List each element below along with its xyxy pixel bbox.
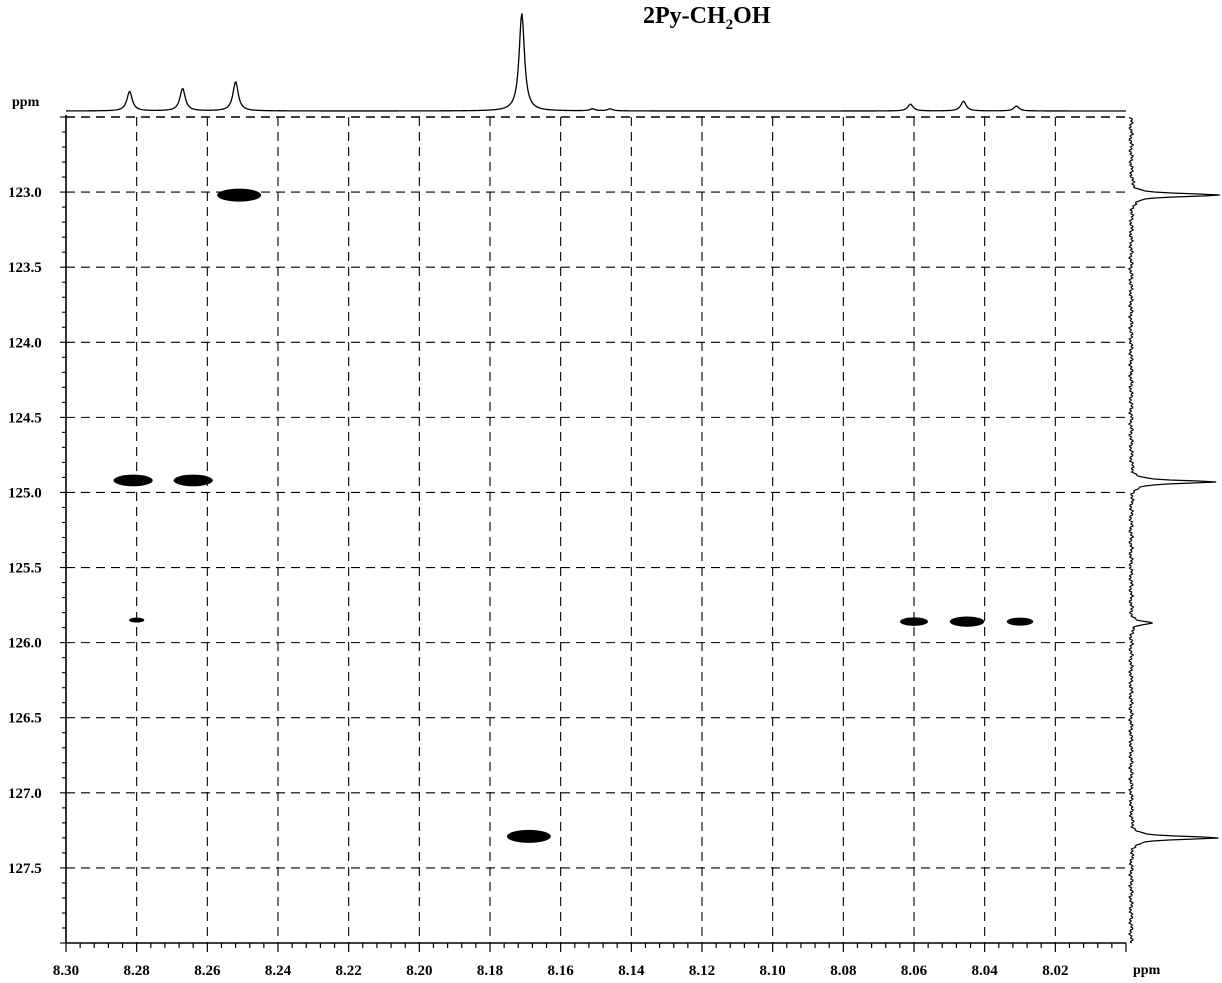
y-unit-label: ppm — [12, 95, 40, 110]
y-tick-label: 127.5 — [8, 861, 42, 877]
x-tick-label: 8.06 — [901, 963, 928, 979]
y-tick-label: 123.5 — [8, 260, 42, 276]
side-projection — [1127, 116, 1220, 944]
cross-peak — [506, 829, 551, 843]
chart-title-subscript: 2 — [726, 17, 734, 33]
x-tick-label: 8.14 — [618, 963, 645, 979]
x-tick-label: 8.02 — [1042, 963, 1068, 979]
cross-peak — [129, 617, 145, 623]
top-projection — [66, 13, 1126, 112]
cross-peak — [900, 617, 928, 626]
top-projection-trace — [66, 13, 1126, 112]
x-tick-label: 8.28 — [124, 963, 150, 979]
x-tick-label: 8.22 — [336, 963, 362, 979]
x-tick-label: 8.12 — [689, 963, 715, 979]
x-tick-label: 8.30 — [53, 963, 79, 979]
y-tick-label: 126.0 — [8, 636, 42, 652]
x-tick-label: 8.16 — [548, 963, 575, 979]
grid-lines — [66, 117, 1126, 943]
plot-frame — [65, 115, 1126, 944]
y-tick-label: 124.5 — [8, 410, 42, 426]
x-tick-label: 8.08 — [830, 963, 856, 979]
x-tick-label: 8.26 — [194, 963, 221, 979]
cross-peak — [1006, 617, 1034, 626]
x-unit-label: ppm — [1133, 963, 1161, 978]
cross-peak — [173, 474, 213, 487]
y-tick-label: 124.0 — [8, 335, 42, 351]
x-tick-label: 8.20 — [406, 963, 432, 979]
cross-peak — [949, 616, 985, 627]
cross-peak — [217, 188, 262, 202]
y-tick-label: 125.0 — [8, 485, 42, 501]
x-tick-label: 8.18 — [477, 963, 503, 979]
y-tick-label: 126.5 — [8, 711, 42, 727]
side-projection-trace — [1127, 116, 1220, 944]
y-tick-label: 123.0 — [8, 185, 42, 201]
cross-peak — [113, 474, 153, 487]
chart-title-end: OH — [733, 3, 771, 29]
chart-title-main: 2Py-CH — [643, 3, 726, 29]
x-tick-label: 8.24 — [265, 963, 292, 979]
cross-peaks — [113, 188, 1034, 843]
y-tick-label: 125.5 — [8, 561, 42, 577]
x-axis: 8.30 8.28 8.26 8.24 8.22 8.20 8.18 8.16 8.14 8.12… — [53, 943, 1127, 979]
y-axis: 123.0 123.5 124.0 124.5 125.0 125.5 126.0 126.5… — [8, 116, 66, 944]
chart-title: 2Py-CH2OH — [643, 3, 771, 33]
x-tick-label: 8.04 — [972, 963, 999, 979]
x-tick-label: 8.10 — [760, 963, 786, 979]
y-tick-label: 127.0 — [8, 786, 42, 802]
